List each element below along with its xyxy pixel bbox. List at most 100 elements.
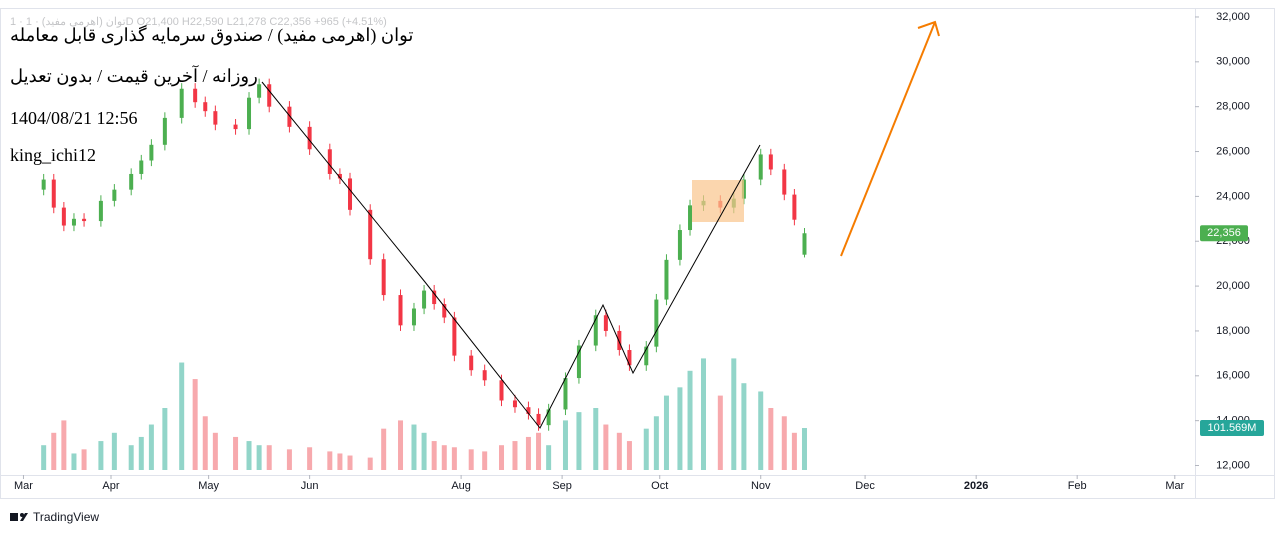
candle-body (792, 194, 797, 220)
volume-bar (758, 391, 764, 470)
chart-subtitle: روزانه / آخرین قیمت / بدون تعدیل (10, 65, 258, 87)
volume-bar (327, 451, 333, 470)
volume-bar (441, 445, 447, 470)
volume-bar (741, 383, 747, 470)
candle-body (129, 173, 134, 190)
candle-body (139, 160, 144, 174)
author: king_ichi12 (10, 145, 96, 165)
legend-line: 1 · توان (اهرمی مفید) · 1D O21,400 H22,5… (10, 16, 387, 28)
volume-bar (411, 424, 417, 470)
volume-pane (41, 358, 807, 470)
brand: TradingView (33, 510, 99, 524)
x-tick-label: Dec (855, 480, 875, 492)
volume-bar (138, 436, 144, 470)
x-tick-label: Mar (1165, 480, 1184, 492)
candle-body (677, 230, 682, 260)
volume-bar (677, 387, 683, 470)
candle-body (327, 149, 332, 174)
volume-bar (202, 416, 208, 470)
volume-bar (51, 432, 57, 470)
drawings (261, 20, 940, 429)
candle-body (267, 84, 272, 107)
volume-bar (603, 424, 609, 470)
volume-bar (212, 432, 218, 470)
candle-body (193, 88, 198, 103)
y-tick-label: 12,000 (1216, 459, 1250, 471)
candle-body (213, 111, 218, 125)
candle-body (768, 154, 773, 170)
candle-body (654, 299, 659, 347)
x-tick-label: Feb (1068, 480, 1087, 492)
highlight-box (692, 180, 744, 222)
candle-body (617, 330, 622, 351)
x-tick-label: Jun (301, 480, 319, 492)
candle-body (782, 169, 787, 195)
volume-bar (61, 420, 67, 470)
candle-body (41, 179, 46, 190)
y-tick-label: 16,000 (1216, 370, 1250, 382)
volume-bar (653, 416, 659, 470)
y-tick-label: 28,000 (1216, 101, 1250, 113)
candle-body (576, 345, 581, 379)
y-tick-label: 24,000 (1216, 190, 1250, 202)
candle-body (536, 413, 541, 426)
volume-bar (421, 432, 427, 470)
volume-bar (98, 441, 104, 470)
candle-body (593, 315, 598, 346)
candle-body (51, 179, 56, 208)
volume-bar (768, 408, 774, 470)
volume-bar (451, 447, 457, 470)
candle-body (688, 205, 693, 231)
volume-bar (431, 441, 437, 470)
timestamp: 1404/08/21 12:56 (10, 108, 138, 128)
volume-bar (499, 445, 505, 470)
candle-body (469, 355, 474, 371)
volume-bar (576, 412, 582, 470)
candle-body (526, 407, 531, 414)
x-tick-label: Oct (651, 480, 668, 492)
volume-bar (398, 420, 404, 470)
x-tick-label: Nov (751, 480, 771, 492)
volume-bar (111, 432, 117, 470)
candle-body (802, 233, 807, 255)
candle-body (71, 218, 76, 226)
arrow-head (917, 20, 940, 37)
volume-bar (717, 395, 723, 470)
volume-bar (128, 445, 134, 470)
candle-body (203, 102, 208, 112)
last-volume-box (1200, 420, 1264, 437)
y-tick-label: 30,000 (1216, 56, 1250, 68)
volume-bar (81, 449, 87, 470)
y-tick-label: 20,000 (1216, 280, 1250, 292)
candle-body (98, 200, 103, 222)
volume-bar (482, 451, 488, 470)
volume-bar (731, 358, 737, 470)
last-volume-label: 101.569M (1208, 422, 1257, 434)
volume-bar (468, 449, 474, 470)
candle-body (287, 106, 292, 127)
candle-body (337, 173, 342, 179)
volume-bar (593, 408, 599, 470)
candle-body (442, 304, 447, 318)
x-tick-label: Mar (14, 480, 33, 492)
volume-bar (246, 441, 252, 470)
candle-body (398, 295, 403, 326)
volume-bar (367, 457, 373, 470)
volume-bar (162, 408, 168, 470)
volume-bar (233, 436, 239, 470)
volume-bar (546, 445, 552, 470)
candle-body (664, 259, 669, 300)
candle-body (546, 409, 551, 426)
volume-bar (381, 428, 387, 470)
volume-bar (801, 428, 807, 470)
x-tick-label: Sep (552, 480, 572, 492)
x-tick-label: 2026 (964, 480, 988, 492)
volume-bar (266, 445, 272, 470)
volume-bar (663, 395, 669, 470)
candle-body (257, 84, 262, 98)
candle-body (247, 97, 252, 130)
x-tick-label: Aug (451, 480, 471, 492)
candle-body (381, 259, 386, 296)
volume-bar (626, 441, 632, 470)
